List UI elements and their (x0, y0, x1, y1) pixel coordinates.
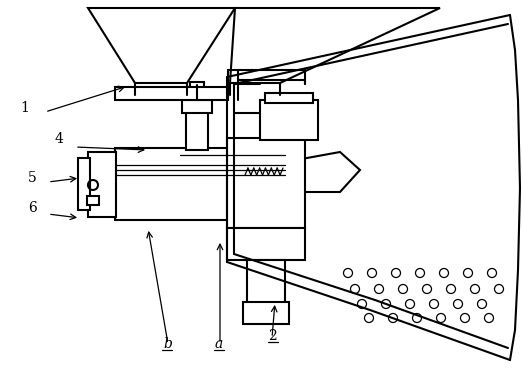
Bar (227, 138, 305, 228)
Bar (265, 93, 313, 103)
Bar (115, 148, 285, 220)
Text: 1: 1 (20, 101, 29, 115)
Bar (247, 260, 285, 305)
Text: 2: 2 (268, 329, 277, 343)
Bar (190, 82, 204, 88)
Bar (243, 302, 289, 324)
Polygon shape (285, 152, 360, 192)
Text: 6: 6 (28, 201, 37, 215)
Bar (182, 100, 212, 113)
Bar (115, 87, 228, 100)
Text: 5: 5 (28, 171, 37, 185)
Polygon shape (230, 8, 440, 83)
Bar (88, 152, 116, 217)
Polygon shape (88, 8, 235, 83)
Bar (87, 196, 99, 205)
Bar (186, 110, 208, 150)
Text: a: a (215, 337, 223, 351)
Bar (227, 228, 305, 260)
Bar (78, 158, 90, 210)
Bar (260, 100, 318, 140)
Text: 4: 4 (55, 132, 64, 146)
Text: b: b (163, 337, 172, 351)
